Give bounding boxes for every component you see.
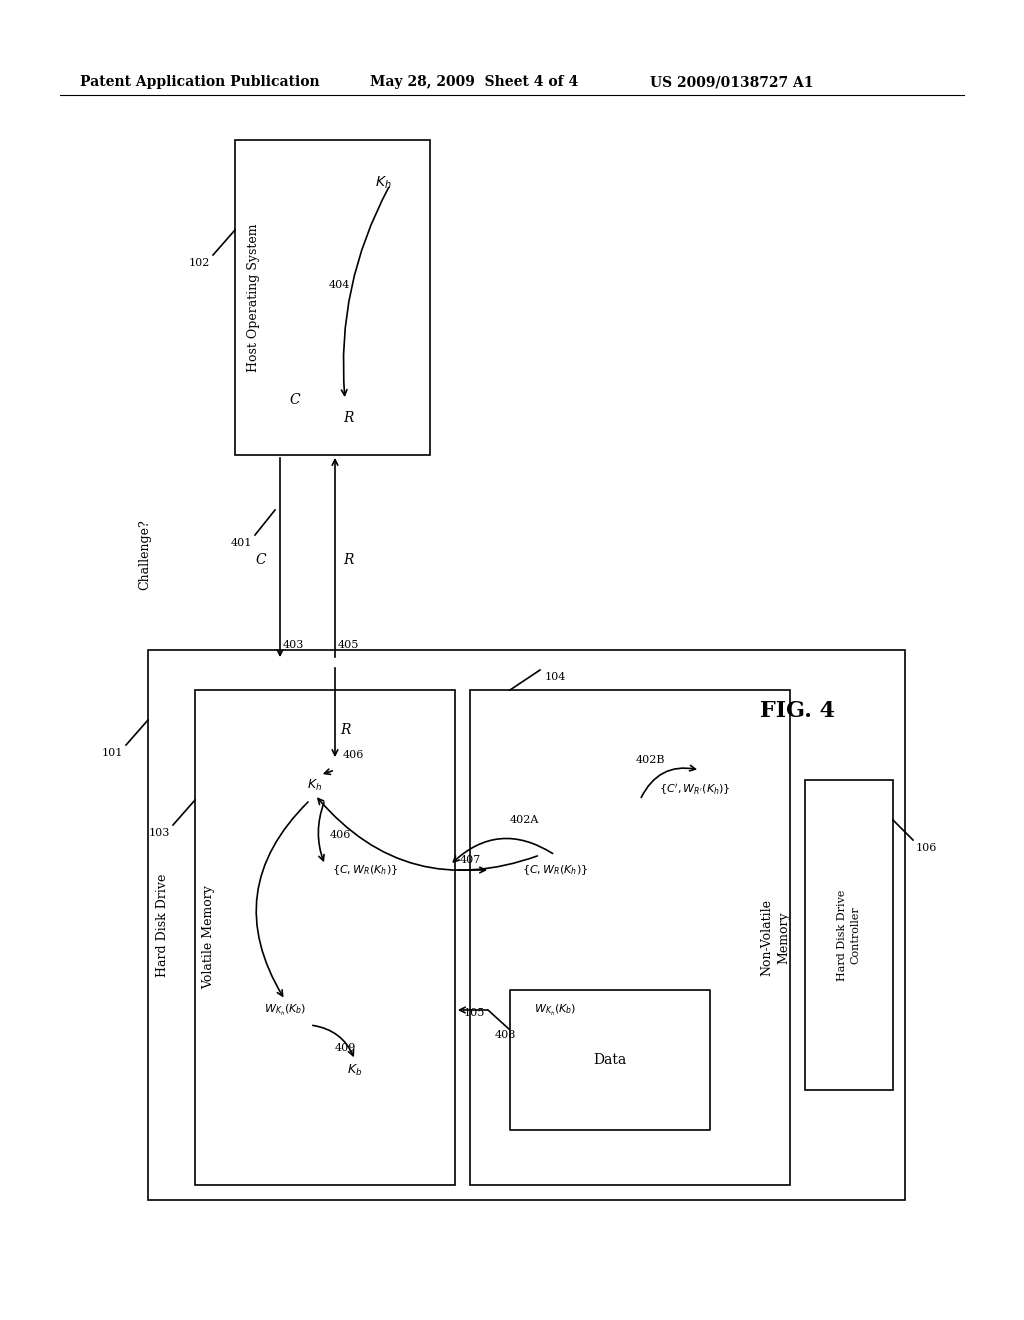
Text: $K_h$: $K_h$ <box>375 176 391 191</box>
Text: 409: 409 <box>335 1043 356 1053</box>
Text: Hard Disk Drive
Controller: Hard Disk Drive Controller <box>838 890 860 981</box>
Text: Host Operating System: Host Operating System <box>247 223 259 372</box>
Bar <box>148 649 905 1200</box>
Text: $K_h$: $K_h$ <box>307 777 323 792</box>
Text: $W_{K_h}(K_b)$: $W_{K_h}(K_b)$ <box>534 1002 577 1018</box>
Text: 401: 401 <box>230 539 252 548</box>
Text: 102: 102 <box>188 257 210 268</box>
Text: $\{C, W_R(K_h)\}$: $\{C, W_R(K_h)\}$ <box>522 863 588 876</box>
Text: 408: 408 <box>495 1030 516 1040</box>
Text: $\{C, W_R(K_h)\}$: $\{C, W_R(K_h)\}$ <box>332 863 398 876</box>
Text: 406: 406 <box>330 830 351 840</box>
Text: Data: Data <box>593 1053 627 1067</box>
Text: $\{C', W_{R'}(K_h)\}$: $\{C', W_{R'}(K_h)\}$ <box>659 783 731 797</box>
Text: $K_b$: $K_b$ <box>347 1063 362 1077</box>
Text: Patent Application Publication: Patent Application Publication <box>80 75 319 88</box>
Bar <box>805 780 893 1090</box>
Text: R: R <box>340 723 350 737</box>
Bar <box>510 990 710 1130</box>
Bar <box>195 690 455 1185</box>
Text: 405: 405 <box>338 640 359 649</box>
Text: 402B: 402B <box>635 755 665 766</box>
Text: 402A: 402A <box>510 814 540 825</box>
Text: Challenge?: Challenge? <box>138 520 152 590</box>
Text: C: C <box>290 393 300 407</box>
Text: 106: 106 <box>916 843 937 853</box>
Text: Volatile Memory: Volatile Memory <box>203 886 215 990</box>
Bar <box>234 140 430 455</box>
Text: $W_{K_h}(K_b)$: $W_{K_h}(K_b)$ <box>264 1002 306 1018</box>
Text: 101: 101 <box>101 748 123 758</box>
Text: 105: 105 <box>464 1008 485 1018</box>
Text: 407: 407 <box>460 855 481 865</box>
Text: 406: 406 <box>343 750 365 760</box>
Text: 403: 403 <box>283 640 304 649</box>
Text: Hard Disk Drive: Hard Disk Drive <box>157 874 170 977</box>
Text: May 28, 2009  Sheet 4 of 4: May 28, 2009 Sheet 4 of 4 <box>370 75 579 88</box>
Text: FIG. 4: FIG. 4 <box>760 700 835 722</box>
Bar <box>470 690 790 1185</box>
Text: Non-Volatile
Memory: Non-Volatile Memory <box>760 899 790 975</box>
Text: 103: 103 <box>148 828 170 838</box>
Text: 104: 104 <box>545 672 566 682</box>
Text: 404: 404 <box>329 280 350 290</box>
Text: R: R <box>343 553 353 568</box>
Text: R: R <box>343 411 353 425</box>
Text: C: C <box>255 553 266 568</box>
Text: US 2009/0138727 A1: US 2009/0138727 A1 <box>650 75 813 88</box>
